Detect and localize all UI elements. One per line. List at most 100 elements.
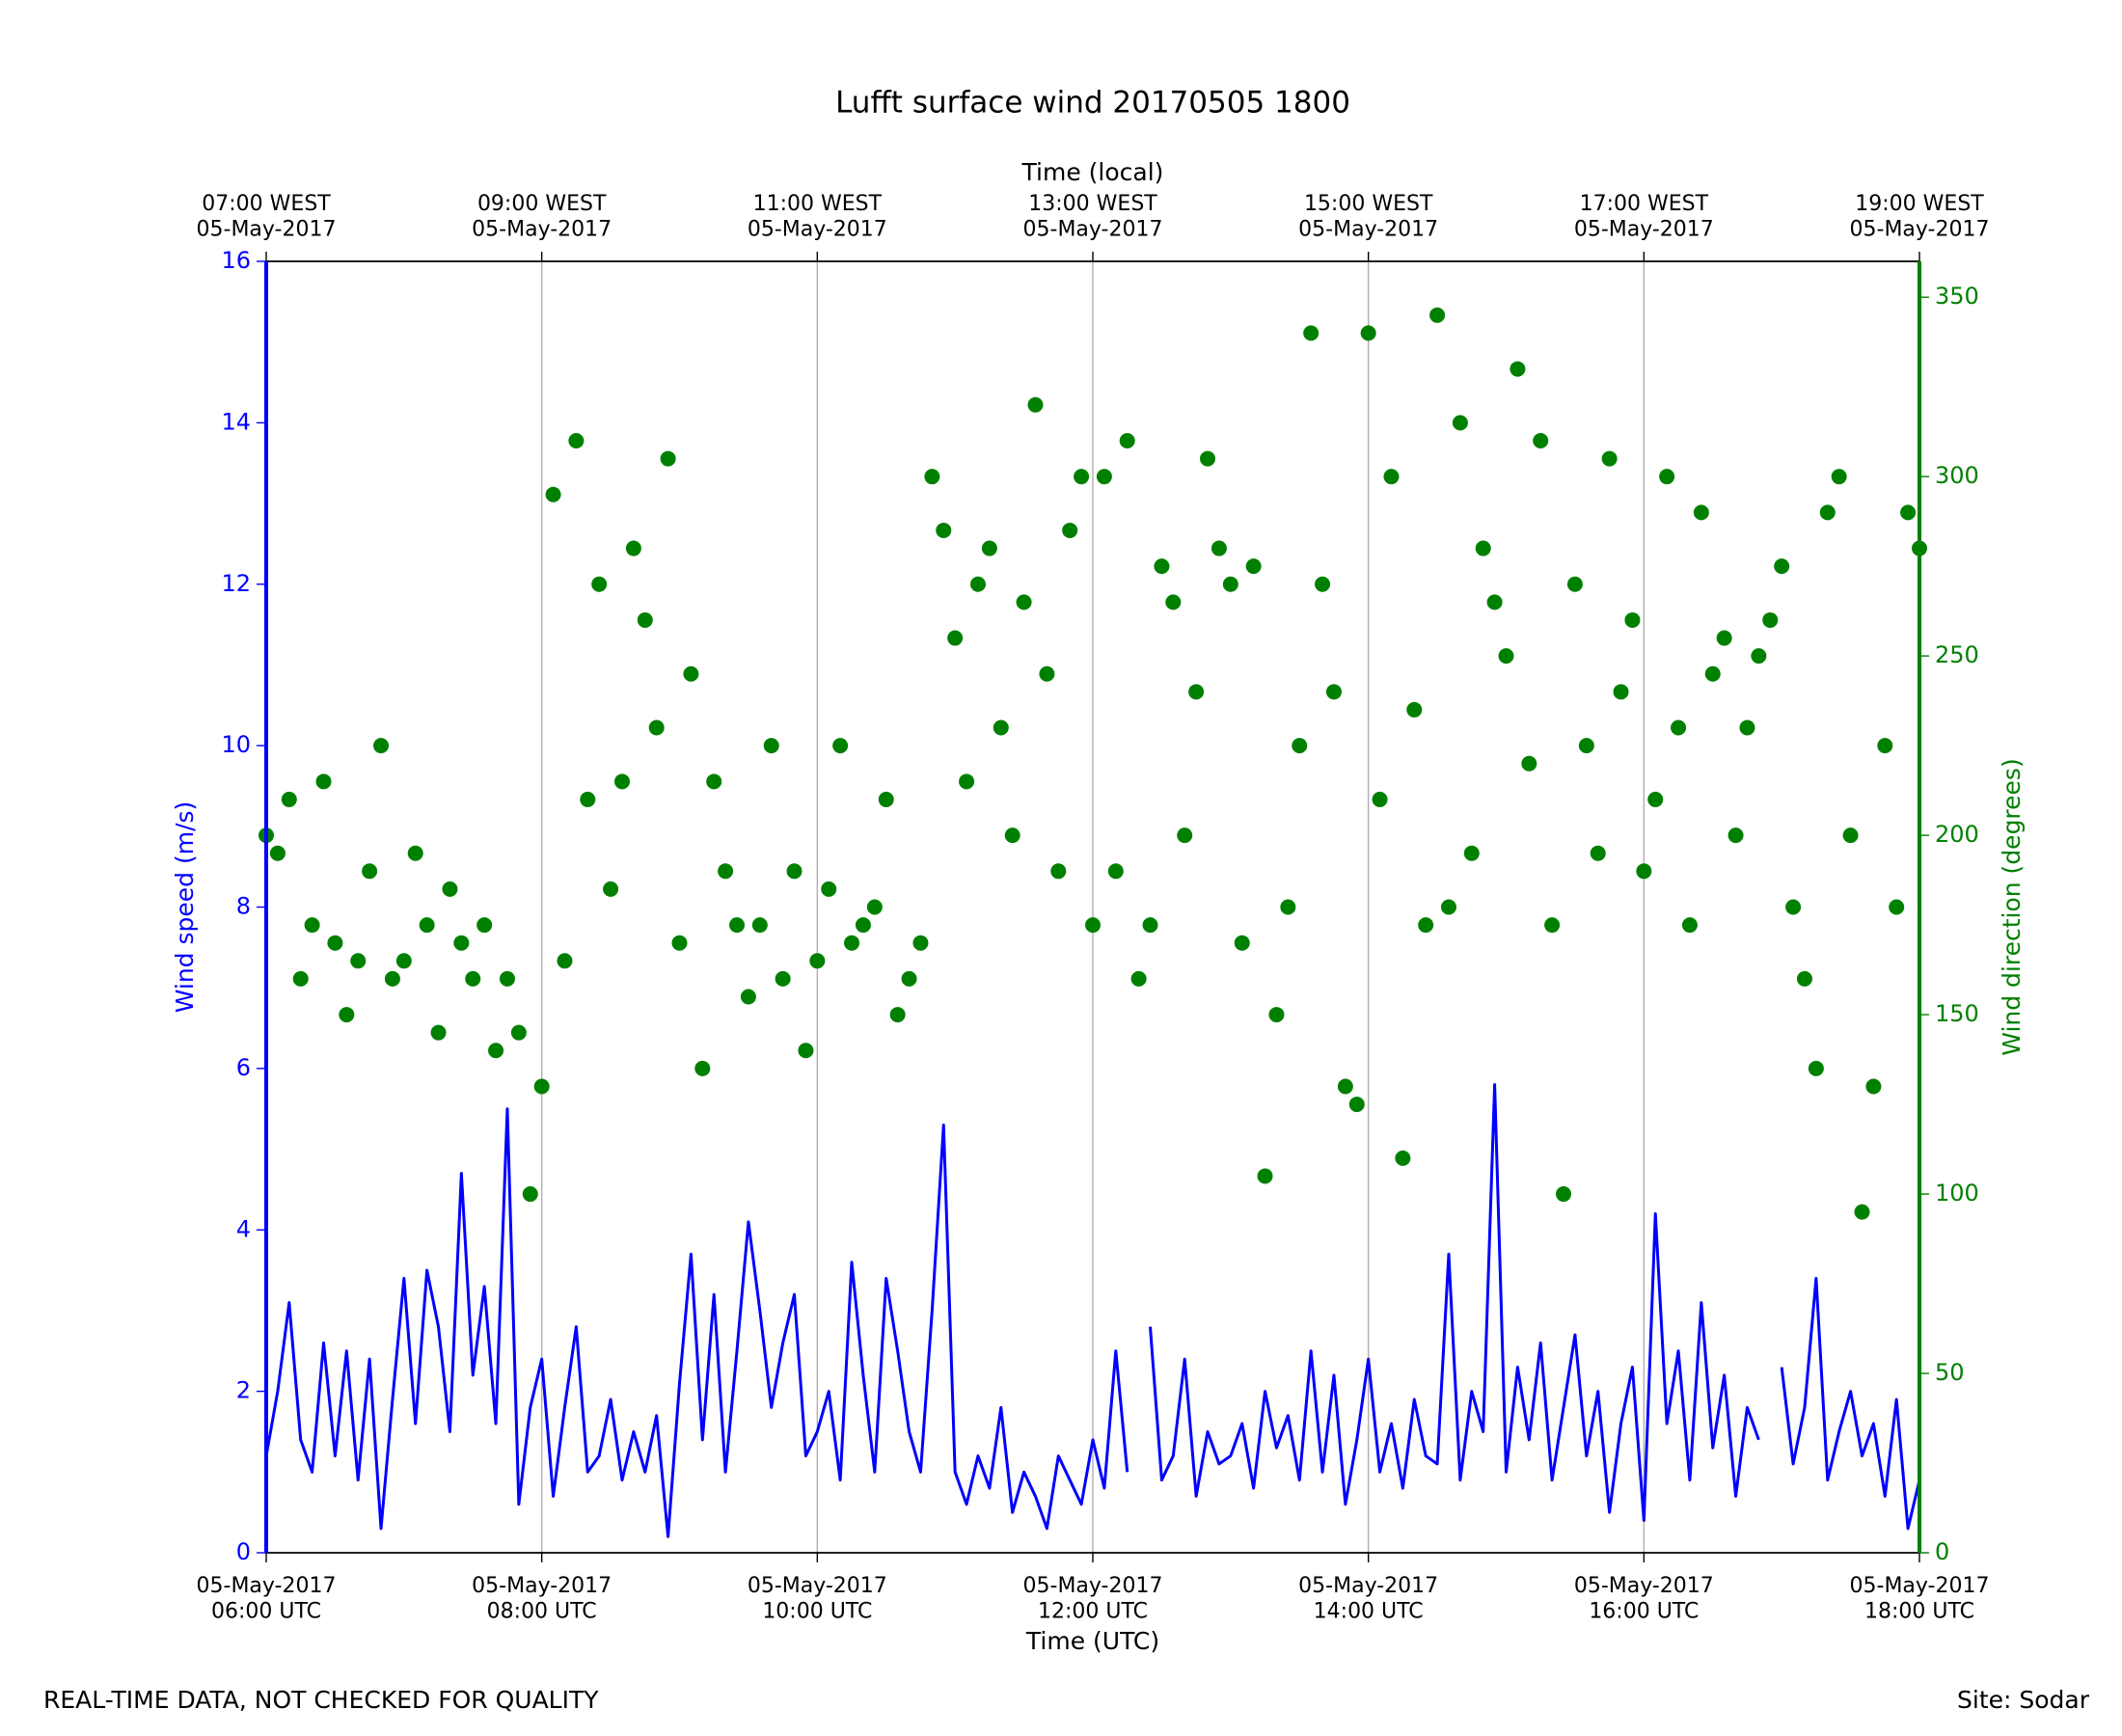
direction-point xyxy=(1418,917,1434,934)
direction-point xyxy=(683,665,699,682)
direction-point xyxy=(878,791,894,807)
direction-point xyxy=(1613,684,1629,700)
direction-point xyxy=(1292,738,1308,754)
direction-point xyxy=(362,863,378,880)
y2-tick-label: 150 xyxy=(1935,1000,1979,1027)
direction-point xyxy=(855,917,871,934)
direction-point xyxy=(1303,325,1319,341)
direction-point xyxy=(832,738,849,754)
direction-point xyxy=(706,773,722,790)
direction-point xyxy=(384,970,400,987)
direction-point xyxy=(625,540,641,556)
x2-tick-label: 15:00 WEST 05-May-2017 xyxy=(1298,192,1438,241)
direction-point xyxy=(671,935,688,951)
y2-axis-label: Wind direction (degrees) xyxy=(1998,758,2026,1055)
x-tick-label: 05-May-2017 18:00 UTC xyxy=(1850,1574,1990,1623)
direction-point xyxy=(1360,325,1376,341)
y2-tick-label: 100 xyxy=(1935,1180,1979,1207)
direction-point xyxy=(786,863,803,880)
y-tick-label: 16 xyxy=(221,247,251,274)
direction-point xyxy=(1440,899,1456,915)
direction-point xyxy=(1704,665,1721,682)
direction-point xyxy=(901,970,917,987)
direction-point xyxy=(603,881,619,897)
direction-point xyxy=(1154,558,1170,575)
x-tick-label: 05-May-2017 10:00 UTC xyxy=(748,1574,887,1623)
direction-point xyxy=(1819,504,1836,521)
direction-point xyxy=(1200,450,1216,467)
y-tick-label: 8 xyxy=(236,893,251,920)
y-tick-label: 2 xyxy=(236,1377,251,1404)
direction-point xyxy=(1739,719,1755,736)
x-tick-label: 05-May-2017 06:00 UTC xyxy=(197,1574,337,1623)
direction-point xyxy=(1016,594,1032,610)
direction-point xyxy=(1406,701,1423,718)
direction-point xyxy=(430,1024,447,1041)
y2-tick-label: 350 xyxy=(1935,283,1979,310)
direction-point xyxy=(1257,1168,1273,1184)
direction-point xyxy=(1774,558,1790,575)
direction-point xyxy=(580,791,596,807)
direction-point xyxy=(304,917,320,934)
direction-point xyxy=(1854,1204,1870,1220)
direction-point xyxy=(1647,791,1664,807)
direction-point xyxy=(648,719,665,736)
x-tick-label: 05-May-2017 12:00 UTC xyxy=(1023,1574,1163,1623)
direction-point xyxy=(1107,863,1124,880)
direction-point xyxy=(809,953,826,969)
y-tick-label: 4 xyxy=(236,1215,251,1242)
direction-point xyxy=(1544,917,1561,934)
direction-point xyxy=(1268,1007,1285,1023)
y-tick-label: 10 xyxy=(221,731,251,758)
direction-point xyxy=(1325,684,1342,700)
direction-point xyxy=(327,935,343,951)
direction-point xyxy=(373,738,390,754)
direction-point xyxy=(281,791,297,807)
direction-point xyxy=(924,469,940,485)
direction-point xyxy=(821,881,837,897)
direction-point xyxy=(1395,1150,1411,1166)
x2-tick-label: 11:00 WEST 05-May-2017 xyxy=(748,192,887,241)
y2-tick-label: 300 xyxy=(1935,462,1979,489)
y2-tick-label: 250 xyxy=(1935,641,1979,668)
direction-point xyxy=(947,630,964,646)
direction-point xyxy=(1808,1060,1824,1076)
direction-point xyxy=(1337,1078,1353,1095)
direction-point xyxy=(510,1024,527,1041)
direction-point xyxy=(1762,611,1779,628)
x2-tick-label: 17:00 WEST 05-May-2017 xyxy=(1574,192,1714,241)
x2-axis-label: Time (local) xyxy=(1021,158,1164,186)
direction-point xyxy=(1245,558,1262,575)
direction-point xyxy=(1062,522,1078,538)
x-axis-label: Time (UTC) xyxy=(1025,1627,1159,1655)
direction-point xyxy=(1050,863,1067,880)
direction-point xyxy=(1211,540,1227,556)
direction-point xyxy=(269,845,286,861)
direction-point xyxy=(1165,594,1182,610)
chart-title: Lufft surface wind 20170505 1800 xyxy=(835,86,1350,121)
direction-point xyxy=(1624,611,1641,628)
direction-point xyxy=(1280,899,1296,915)
direction-point xyxy=(533,1078,550,1095)
direction-point xyxy=(1533,432,1549,448)
direction-point xyxy=(969,576,986,592)
direction-point xyxy=(1566,576,1583,592)
x2-tick-label: 13:00 WEST 05-May-2017 xyxy=(1023,192,1163,241)
direction-point xyxy=(763,738,779,754)
direction-point xyxy=(1463,845,1480,861)
direction-point xyxy=(1556,1186,1572,1203)
direction-point xyxy=(488,1043,504,1059)
direction-point xyxy=(1785,899,1802,915)
direction-point xyxy=(889,1007,906,1023)
y2-tick-label: 50 xyxy=(1935,1359,1965,1386)
direction-point xyxy=(1142,917,1158,934)
direction-point xyxy=(1601,450,1618,467)
direction-point xyxy=(1119,432,1135,448)
direction-point xyxy=(1130,970,1147,987)
direction-point xyxy=(1188,684,1205,700)
direction-point xyxy=(1716,630,1732,646)
y-tick-label: 12 xyxy=(221,570,251,597)
direction-point xyxy=(1865,1078,1882,1095)
